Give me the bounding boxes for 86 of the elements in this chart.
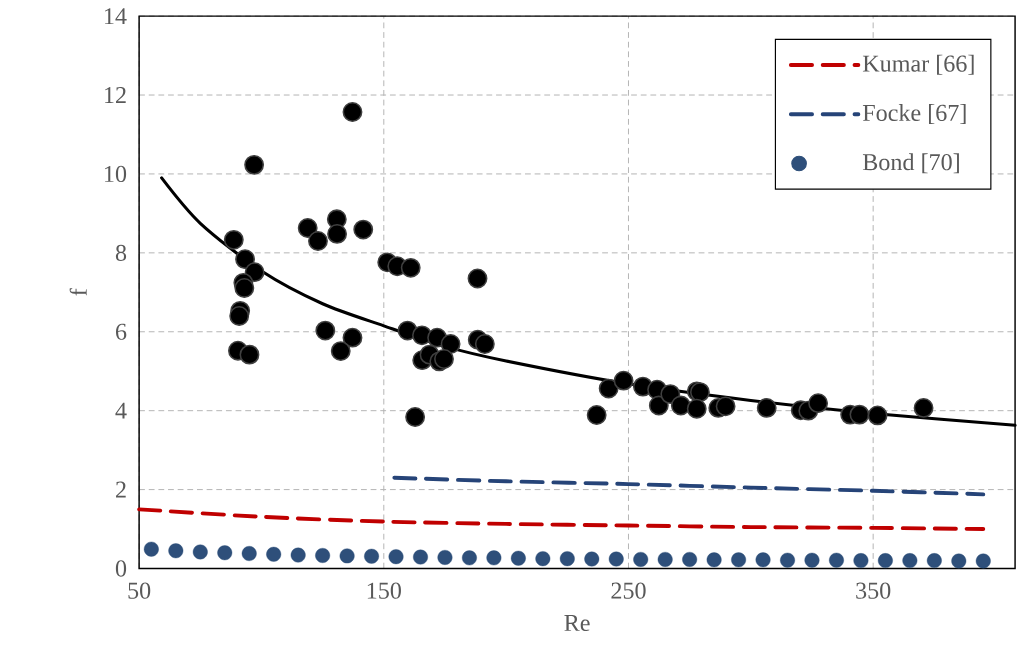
y-axis-title: f [69,288,87,296]
x-tick-label: 350 [856,582,891,599]
point [400,258,421,278]
point [829,552,844,568]
point [598,378,619,399]
point [440,334,461,355]
point [706,552,722,568]
y-tick-label: 2 [116,481,126,498]
point [327,224,347,244]
point [192,544,208,560]
point [559,551,575,567]
point [266,547,282,562]
y-tick-label: 0 [115,560,127,577]
point [804,552,820,568]
point [229,306,250,327]
point [755,552,771,568]
point [474,334,495,355]
point [290,547,306,563]
point [434,349,454,370]
y-tick-label: 14 [105,8,127,25]
x-tick-label: 50 [128,582,151,599]
line-series [137,507,986,532]
point [342,102,363,123]
x-axis-title: Re [564,615,590,632]
point [670,395,691,416]
point [902,553,918,569]
point [330,341,351,362]
point [780,552,795,568]
point [462,550,477,566]
point [239,344,260,365]
point [686,398,707,419]
x-tick-label: 150 [367,582,401,599]
point [808,393,829,414]
x-tick-label: 250 [611,582,646,599]
point [297,218,318,239]
y-tick-label: 4 [115,402,127,419]
point [613,370,634,391]
point [633,552,649,567]
point [339,548,355,564]
point [315,548,331,564]
point [413,549,428,565]
point [510,550,526,566]
point [849,404,870,425]
y-tick-label: 10 [105,165,127,183]
point [877,553,893,569]
point [308,231,328,252]
y-tick-label: 6 [115,323,127,341]
point [364,548,379,564]
point [437,550,453,566]
point [682,552,698,567]
point [405,407,426,428]
point [467,268,488,289]
point [241,546,257,562]
point [168,543,184,559]
point [867,405,888,426]
point [586,405,607,426]
point [217,545,233,561]
point [756,398,777,418]
point [731,552,747,568]
legend-label: Focke [67] [862,104,966,125]
point [486,550,502,566]
point [235,249,255,270]
point [926,553,942,569]
point [853,553,869,569]
point [342,327,363,348]
y-tick-label: 8 [115,244,127,262]
point [648,395,669,416]
line-series [392,475,986,497]
point [143,541,159,557]
point [715,396,736,417]
point [388,549,404,565]
legend-label: Kumar [66] [862,54,974,75]
legend-label: Bond [70] [862,153,959,174]
y-tick-label: 12 [105,87,126,104]
point [244,155,265,175]
point [535,551,551,567]
point [223,230,244,250]
point [584,551,600,567]
point [234,278,255,299]
point [975,553,991,569]
point [315,320,336,341]
point [608,551,624,567]
point [657,552,673,567]
point [913,398,934,418]
point [951,553,967,569]
point [353,219,374,240]
